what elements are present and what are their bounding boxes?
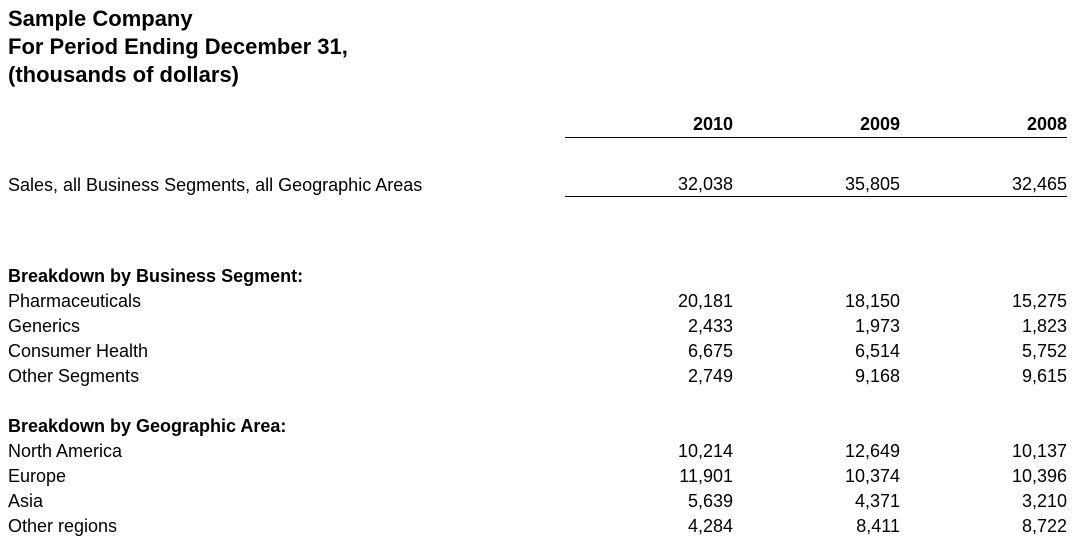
- row-label: Other Segments: [8, 366, 140, 386]
- table-row-other-regions: Other regions 4,284 8,411 8,722: [8, 514, 1067, 539]
- business-segment-section-heading: Breakdown by Business Segment:: [8, 266, 304, 286]
- period-line: For Period Ending December 31,: [8, 34, 348, 59]
- year-header-row: 2010 2009 2008: [8, 111, 1067, 138]
- table-row-other-segments: Other Segments 2,749 9,168 9,615: [8, 364, 1067, 389]
- value-2009: 12,649: [844, 441, 900, 461]
- value-2009: 8,411: [856, 516, 900, 536]
- table-row-north-america: North America 10,214 12,649 10,137: [8, 439, 1067, 464]
- year-column-2008: 2008: [900, 111, 1067, 138]
- value-2008: 10,396: [1011, 466, 1067, 486]
- value-2010: 4,284: [687, 516, 733, 536]
- value-2009: 1,973: [854, 316, 900, 336]
- value-2010: 6,675: [687, 341, 733, 361]
- total-sales-2008: 32,465: [900, 172, 1067, 197]
- geographic-area-section-heading: Breakdown by Geographic Area:: [8, 416, 287, 436]
- value-2008: 1,823: [1021, 316, 1067, 336]
- geographic-area-section-heading-row: Breakdown by Geographic Area:: [8, 414, 1067, 439]
- units-line: (thousands of dollars): [8, 62, 239, 87]
- section-gap: [8, 389, 1067, 414]
- value-2010: 2,749: [687, 366, 733, 386]
- row-label: Other regions: [8, 516, 118, 536]
- value-2008: 8,722: [1021, 516, 1067, 536]
- value-2009: 10,374: [844, 466, 900, 486]
- value-2010: 11,901: [679, 466, 733, 486]
- year-column-2010: 2010: [565, 111, 733, 138]
- row-label: Generics: [8, 316, 81, 336]
- value-2010: 20,181: [677, 291, 733, 311]
- row-label: North America: [8, 441, 123, 461]
- row-label: Pharmaceuticals: [8, 291, 142, 311]
- table-row-asia: Asia 5,639 4,371 3,210: [8, 489, 1067, 514]
- value-2008: 9,615: [1021, 366, 1067, 386]
- table-row-generics: Generics 2,433 1,973 1,823: [8, 314, 1067, 339]
- business-segment-section-heading-row: Breakdown by Business Segment:: [8, 264, 1067, 289]
- table-row-pharmaceuticals: Pharmaceuticals 20,181 18,150 15,275: [8, 289, 1067, 314]
- value-2008: 15,275: [1011, 291, 1067, 311]
- total-sales-label: Sales, all Business Segments, all Geogra…: [8, 175, 423, 195]
- value-2009: 9,168: [854, 366, 900, 386]
- row-label: Europe: [8, 466, 67, 486]
- total-sales-2009: 35,805: [733, 172, 900, 197]
- total-sales-2010: 32,038: [565, 172, 733, 197]
- value-2008: 5,752: [1021, 341, 1067, 361]
- value-2010: 10,214: [677, 441, 733, 461]
- value-2008: 3,210: [1021, 491, 1067, 511]
- document-title-block: Sample Company For Period Ending Decembe…: [8, 5, 1079, 89]
- year-column-2009: 2009: [733, 111, 900, 138]
- company-name: Sample Company: [8, 6, 193, 31]
- value-2010: 5,639: [687, 491, 733, 511]
- total-sales-row: Sales, all Business Segments, all Geogra…: [8, 172, 1067, 197]
- row-label: Asia: [8, 491, 44, 511]
- table-row-europe: Europe 11,901 10,374 10,396: [8, 464, 1067, 489]
- financial-table: 2010 2009 2008 Sales, all Business Segme…: [8, 111, 1067, 539]
- value-2010: 2,433: [687, 316, 733, 336]
- value-2009: 4,371: [854, 491, 900, 511]
- value-2009: 6,514: [854, 341, 900, 361]
- table-row-consumer-health: Consumer Health 6,675 6,514 5,752: [8, 339, 1067, 364]
- row-label: Consumer Health: [8, 341, 149, 361]
- value-2008: 10,137: [1011, 441, 1067, 461]
- value-2009: 18,150: [844, 291, 900, 311]
